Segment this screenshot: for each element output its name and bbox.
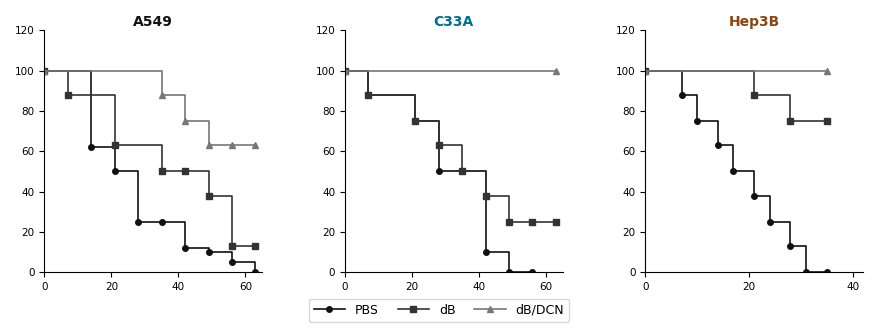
Title: Hep3B: Hep3B: [728, 15, 779, 29]
Title: A549: A549: [133, 15, 173, 29]
Legend: PBS, dB, dB/DCN: PBS, dB, dB/DCN: [309, 299, 568, 322]
Title: C33A: C33A: [433, 15, 474, 29]
